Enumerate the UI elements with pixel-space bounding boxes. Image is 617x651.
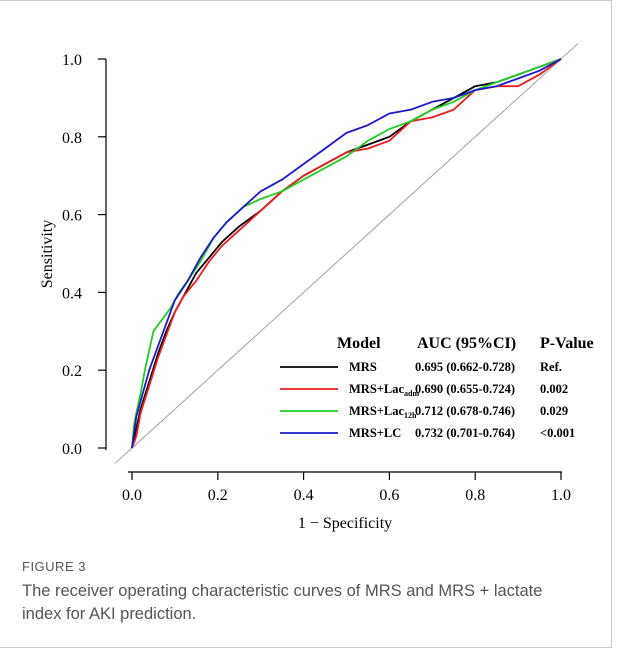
- legend-header-p: P-Value: [540, 335, 594, 352]
- chart-axes: [105, 59, 562, 473]
- x-tick-label: 0.6: [379, 487, 399, 504]
- y-axis-label: Sensitivity: [39, 220, 56, 288]
- legend-model-name: MRS+Lacadm: [349, 382, 419, 398]
- reference-line: [114, 43, 579, 464]
- legend: Model AUC (95%CI) P-Value MRS 0.695 (0.66…: [280, 335, 594, 440]
- x-ticks: 0.0 0.2 0.4 0.6 0.8 1.0: [122, 472, 571, 504]
- legend-p-value: <0.001: [540, 426, 575, 440]
- y-tick-label: 0.4: [62, 285, 82, 302]
- legend-auc: 0.732 (0.701-0.764): [415, 426, 515, 440]
- legend-p-value: 0.029: [540, 404, 568, 418]
- y-tick-label: 0.0: [62, 441, 82, 458]
- x-tick-label: 0.0: [122, 487, 142, 504]
- x-tick-label: 0.8: [465, 487, 485, 504]
- legend-auc: 0.695 (0.662-0.728): [415, 360, 515, 374]
- reference-diagonal: [114, 43, 579, 464]
- y-tick-label: 0.8: [62, 130, 82, 147]
- y-tick-label: 0.2: [62, 363, 82, 380]
- legend-model-name: MRS+LC: [349, 426, 401, 440]
- roc-curve-4: [131, 58, 562, 449]
- legend-model-name: MRS+Lac12h: [349, 404, 417, 420]
- roc-curve-3: [131, 58, 562, 449]
- legend-p-value: 0.002: [540, 382, 568, 396]
- x-tick-label: 0.4: [294, 487, 314, 504]
- roc-chart: 0.0 0.2 0.4 0.6 0.8 1.0 0.0 0.2 0.4 0.6 0.8 1.0 1 …: [39, 43, 594, 532]
- legend-p-value: Ref.: [540, 360, 562, 374]
- legend-model-name: MRS: [349, 360, 377, 374]
- figure-label: FIGURE 3: [22, 559, 86, 574]
- roc-curves: [131, 58, 562, 449]
- legend-auc: 0.712 (0.678-0.746): [415, 404, 515, 418]
- y-tick-label: 1.0: [62, 52, 82, 69]
- figure-caption: The receiver operating characteristic cu…: [22, 582, 543, 623]
- y-tick-label: 0.6: [62, 208, 82, 225]
- legend-header-auc: AUC (95%CI): [417, 335, 516, 352]
- x-tick-label: 1.0: [551, 487, 571, 504]
- legend-auc: 0.690 (0.655-0.724): [415, 382, 515, 396]
- x-tick-label: 0.2: [208, 487, 228, 504]
- legend-header-model: Model: [337, 335, 381, 352]
- x-axis-label: 1 − Specificity: [298, 515, 392, 532]
- y-ticks: 0.0 0.2 0.4 0.6 0.8 1.0: [62, 52, 106, 458]
